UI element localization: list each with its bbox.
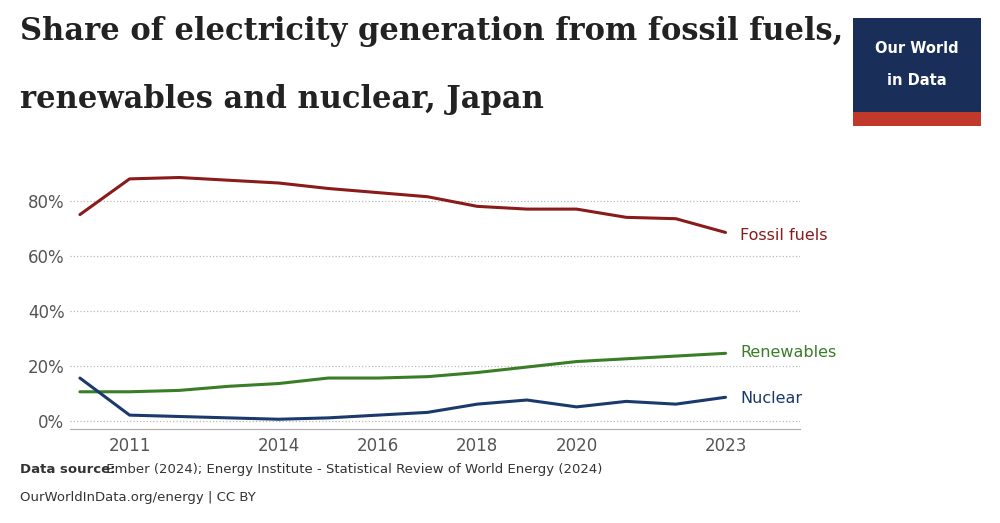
Text: renewables and nuclear, Japan: renewables and nuclear, Japan: [20, 84, 544, 115]
Text: Our World: Our World: [875, 41, 959, 56]
Text: in Data: in Data: [887, 73, 947, 88]
Text: Data source:: Data source:: [20, 463, 116, 476]
Text: Fossil fuels: Fossil fuels: [740, 228, 828, 243]
Text: OurWorldInData.org/energy | CC BY: OurWorldInData.org/energy | CC BY: [20, 491, 256, 504]
Text: Ember (2024); Energy Institute - Statistical Review of World Energy (2024): Ember (2024); Energy Institute - Statist…: [102, 463, 602, 476]
Text: Nuclear: Nuclear: [740, 391, 803, 406]
FancyBboxPatch shape: [853, 18, 981, 126]
FancyBboxPatch shape: [853, 111, 981, 126]
Text: Share of electricity generation from fossil fuels,: Share of electricity generation from fos…: [20, 16, 843, 47]
Text: Renewables: Renewables: [740, 345, 837, 360]
